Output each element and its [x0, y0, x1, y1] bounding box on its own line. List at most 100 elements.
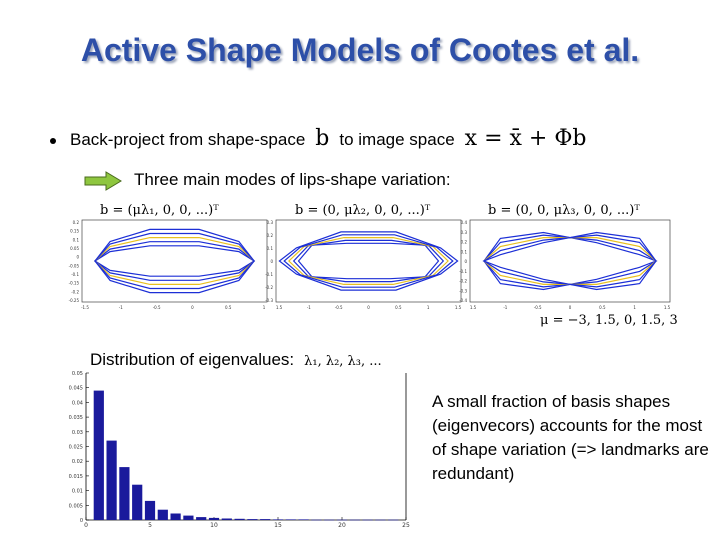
- description-text: A small fraction of basis shapes (eigenv…: [432, 392, 709, 483]
- eigenvalue-bar: [324, 519, 335, 521]
- mode-3-ytick: -0.2: [459, 279, 467, 284]
- mode-3-shape-contour: [483, 237, 657, 285]
- mode-3-xtick: 0: [569, 305, 572, 310]
- mode-3-ytick: -0.1: [459, 269, 467, 274]
- mode-3-shape-contour: [483, 234, 658, 288]
- y-tick-label: 0.03: [72, 430, 83, 436]
- mode-3-frame: [469, 219, 671, 303]
- bullet-backproject: Back-project from shape-space b to image s…: [50, 126, 586, 151]
- mode-2-xtick: -1: [307, 305, 311, 310]
- mode-1-shape-contour: [94, 237, 255, 285]
- mode-2-xtick: 1.5: [276, 305, 283, 310]
- mode-2-ytick: -0.2: [265, 285, 273, 290]
- x-tick-label: 20: [338, 522, 346, 529]
- mode-2-ytick: 0.3: [267, 220, 274, 225]
- mode-2-shape-contour: [278, 231, 459, 291]
- lip-shape-modes: 0.20.150.10.050-0.05-0.1-0.15-0.2-0.25-1…: [69, 219, 671, 310]
- mode-1-ytick: -0.05: [69, 263, 80, 268]
- mode-3-ytick: 0.2: [461, 240, 468, 245]
- eigenvalue-bar: [388, 519, 399, 521]
- mode-1-ytick: -0.2: [71, 289, 79, 294]
- mode-3-xtick: 1.5: [470, 305, 477, 310]
- eigen-symbols: λ₁, λ₂, λ₃, ...: [304, 354, 382, 369]
- mode-3-xtick: 0.5: [599, 305, 606, 310]
- mode-1-xtick: -1.5: [81, 305, 89, 310]
- arrow-right-icon: [84, 170, 122, 191]
- mode-2-xtick: 1: [427, 305, 430, 310]
- mode-1-ytick: 0.15: [70, 229, 79, 234]
- eigenvalue-bar: [196, 517, 207, 520]
- mode-1-xtick: -0.5: [153, 305, 161, 310]
- bullet-text-middle: to image space: [339, 130, 455, 149]
- mode-2-xtick: 0: [367, 305, 370, 310]
- mode-1-ytick: -0.15: [69, 281, 80, 286]
- eigenvalue-bar: [349, 519, 360, 521]
- x-tick-label: 10: [210, 522, 218, 529]
- eigenvalue-bar: [183, 515, 194, 520]
- mode-2-label: b = (0, μλ₂, 0, 0, ...)ᵀ: [295, 203, 431, 218]
- mode-3-label: b = (0, 0, μλ₃, 0, 0, ...)ᵀ: [488, 203, 640, 218]
- eigenvalue-bar: [336, 519, 348, 521]
- mode-1-ytick: 0.2: [73, 220, 80, 225]
- b-symbol: b: [315, 126, 330, 151]
- eigenvalue-bar: [93, 390, 104, 520]
- modes-heading-text: Three main modes of lips-shape variation…: [134, 170, 451, 189]
- eigenvalue-bar: [311, 519, 322, 521]
- mode-1-shape-contour: [94, 241, 256, 281]
- mode-1-shape-contour: [93, 245, 256, 277]
- mode-2-xtick: 1.5: [455, 305, 462, 310]
- y-tick-label: 0.01: [72, 489, 83, 495]
- mode-2-ytick: 0: [270, 259, 273, 264]
- mode-1-xtick: 1: [263, 305, 266, 310]
- mode-1-label: b = (μλ₁, 0, 0, ...)ᵀ: [100, 203, 219, 218]
- mode-3-xtick: -1: [503, 305, 507, 310]
- mode-3-ytick: 0.3: [461, 230, 468, 235]
- mode-1-ytick: 0.1: [73, 237, 80, 242]
- slide-title: Active Shape Models of Cootes et al.: [80, 32, 640, 68]
- eigenvalue-bar: [298, 519, 309, 520]
- eigenvalue-bar: [221, 518, 232, 520]
- bullet-text-before: Back-project from shape-space: [70, 130, 306, 149]
- mode-2-xtick: 0.5: [395, 305, 402, 310]
- mode-1-frame: [81, 219, 268, 303]
- y-tick-label: 0.015: [69, 474, 83, 480]
- mode-1-xtick: 0.5: [225, 305, 232, 310]
- mode-2-ytick: -0.3: [265, 298, 273, 303]
- mode-2-xtick: -0.5: [335, 305, 343, 310]
- mode-1-ytick: 0: [76, 255, 79, 260]
- mode-3-xtick: 1: [633, 305, 636, 310]
- eigenvalue-bar: [106, 440, 117, 520]
- mode-2-shape-contour: [283, 234, 454, 288]
- bullet-dot: [50, 137, 56, 144]
- mode-3-ytick: 0: [464, 259, 467, 264]
- mode-2-ytick: -0.1: [265, 272, 273, 277]
- eigenvalue-bar: [144, 500, 156, 520]
- mode-3-shape-contour: [482, 231, 657, 291]
- eigenvalue-bar: [170, 513, 181, 520]
- y-tick-label: 0: [80, 518, 83, 524]
- eigenvalue-bar: [119, 467, 130, 520]
- x-tick-label: 25: [402, 522, 410, 529]
- mode-2-shape-contour: [297, 242, 440, 280]
- mode-1-ytick: 0.05: [70, 246, 79, 251]
- mode-2-shape-contour: [288, 237, 449, 285]
- mode-3-ytick: -0.3: [459, 288, 467, 293]
- eigenvalue-bar: [247, 519, 258, 520]
- mu-values: μ = −3, 1.5, 0, 1.5, 3: [540, 313, 678, 328]
- y-tick-label: 0.025: [69, 445, 83, 451]
- mode-3-shape-contour: [482, 234, 657, 288]
- y-tick-label: 0.02: [72, 459, 83, 465]
- eigenvalue-bar: [208, 517, 220, 520]
- projection-equation: x = x̄ + Φb: [464, 126, 587, 151]
- y-tick-label: 0.05: [72, 371, 83, 377]
- mode-3-ytick: 0.1: [461, 249, 468, 254]
- distribution-heading: Distribution of eigenvalues: λ₁, λ₂, λ₃, …: [90, 350, 382, 370]
- mode-3-ytick: 0.4: [461, 220, 468, 225]
- mode-3-xtick: 1.5: [664, 305, 671, 310]
- eigenvalue-bar: [362, 519, 373, 521]
- y-tick-label: 0.005: [69, 503, 83, 509]
- x-tick-label: 5: [148, 522, 152, 529]
- eigenvalue-bar: [272, 519, 284, 520]
- eigenvalue-bar: [132, 484, 143, 520]
- y-tick-label: 0.035: [69, 415, 83, 421]
